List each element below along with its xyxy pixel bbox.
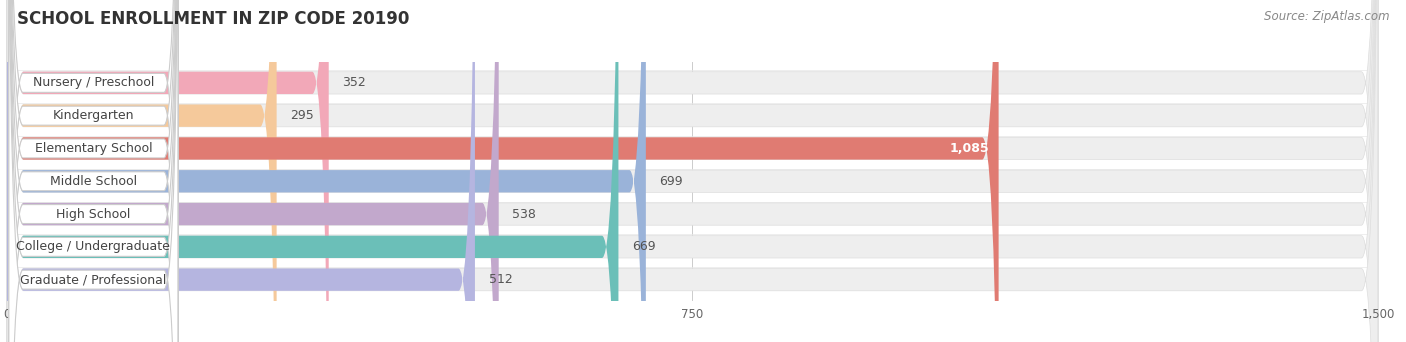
Text: Elementary School: Elementary School [35, 142, 152, 155]
FancyBboxPatch shape [7, 0, 475, 342]
FancyBboxPatch shape [7, 0, 1378, 342]
Text: 1,085: 1,085 [950, 142, 990, 155]
FancyBboxPatch shape [8, 0, 179, 342]
FancyBboxPatch shape [7, 0, 1378, 342]
FancyBboxPatch shape [7, 0, 619, 342]
FancyBboxPatch shape [7, 0, 277, 342]
FancyBboxPatch shape [7, 0, 1378, 342]
FancyBboxPatch shape [7, 0, 499, 342]
FancyBboxPatch shape [7, 0, 1378, 342]
FancyBboxPatch shape [7, 0, 329, 342]
Text: Kindergarten: Kindergarten [52, 109, 134, 122]
FancyBboxPatch shape [7, 0, 1378, 342]
FancyBboxPatch shape [8, 0, 179, 342]
Text: High School: High School [56, 208, 131, 221]
Text: College / Undergraduate: College / Undergraduate [17, 240, 170, 253]
FancyBboxPatch shape [8, 0, 179, 342]
FancyBboxPatch shape [8, 0, 179, 342]
FancyBboxPatch shape [8, 0, 179, 342]
FancyBboxPatch shape [8, 0, 179, 342]
FancyBboxPatch shape [8, 0, 179, 342]
FancyBboxPatch shape [7, 0, 1378, 342]
Text: Nursery / Preschool: Nursery / Preschool [32, 76, 155, 89]
FancyBboxPatch shape [7, 0, 1378, 342]
Text: 512: 512 [489, 273, 512, 286]
Text: 538: 538 [512, 208, 536, 221]
Text: Source: ZipAtlas.com: Source: ZipAtlas.com [1264, 10, 1389, 23]
Text: 352: 352 [343, 76, 366, 89]
Text: 669: 669 [633, 240, 655, 253]
Text: SCHOOL ENROLLMENT IN ZIP CODE 20190: SCHOOL ENROLLMENT IN ZIP CODE 20190 [17, 10, 409, 28]
FancyBboxPatch shape [7, 0, 645, 342]
FancyBboxPatch shape [7, 0, 998, 342]
Text: 699: 699 [659, 175, 683, 188]
Text: 295: 295 [290, 109, 314, 122]
Text: Graduate / Professional: Graduate / Professional [20, 273, 166, 286]
Text: Middle School: Middle School [49, 175, 136, 188]
